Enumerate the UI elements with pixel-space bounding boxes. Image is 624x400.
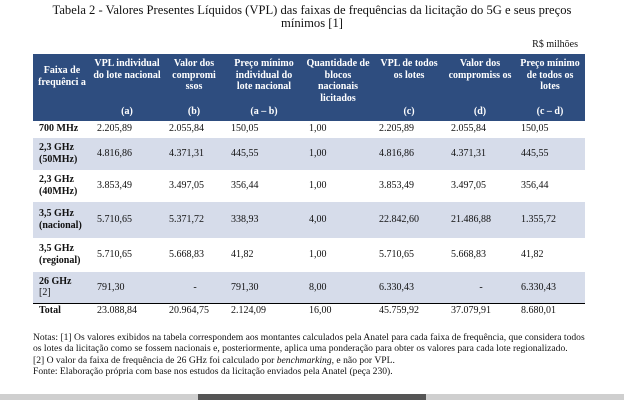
header-cell: Faixa de frequênci a bbox=[33, 54, 91, 106]
value-cell: 2.205,89 bbox=[91, 120, 163, 138]
header-code bbox=[33, 106, 91, 121]
value-cell: 5.710,65 bbox=[91, 201, 163, 238]
value-cell: 1,00 bbox=[303, 120, 373, 138]
value-cell: 5.371,72 bbox=[163, 201, 225, 238]
header-cell: Preço mínimo individual do lote nacional bbox=[225, 54, 303, 106]
value-cell: 3.853,49 bbox=[91, 169, 163, 202]
value-cell: 5.710,65 bbox=[91, 237, 163, 272]
value-cell: 41,82 bbox=[515, 237, 585, 272]
caption-line-2: mínimos [1] bbox=[281, 16, 343, 30]
value-cell: 2.055,84 bbox=[445, 120, 515, 138]
value-cell: 3.497,05 bbox=[163, 169, 225, 202]
value-cell: 22.842,60 bbox=[373, 201, 445, 238]
table-row: 2,3 GHz (50MHz) 4.816,86 4.371,31 445,55 … bbox=[33, 137, 585, 170]
value-cell: 6.330,43 bbox=[515, 271, 585, 304]
scroll-thumb[interactable] bbox=[198, 394, 426, 400]
source-note: Fonte: Elaboração própria com base nos e… bbox=[33, 365, 393, 377]
value-cell: 21.486,88 bbox=[445, 201, 515, 238]
table-row: 700 MHz 2.205,89 2.055,84 150,05 1,00 2.… bbox=[33, 120, 585, 138]
table-caption: Tabela 2 - Valores Presentes Líquidos (V… bbox=[0, 4, 624, 30]
header-cell: Preço mínimo de todos os lotes bbox=[515, 54, 585, 106]
band-cell: Total bbox=[33, 303, 91, 318]
value-cell: 1,00 bbox=[303, 237, 373, 272]
band-cell: 2,3 GHz (40MHz) bbox=[33, 169, 91, 202]
value-cell: 41,82 bbox=[225, 237, 303, 272]
value-cell: 1,00 bbox=[303, 169, 373, 202]
value-cell: 23.088,84 bbox=[91, 303, 163, 318]
header-code: (c) bbox=[373, 106, 445, 121]
value-cell: 8.680,01 bbox=[515, 303, 585, 318]
header-code: (a – b) bbox=[225, 106, 303, 121]
value-cell: 5.668,83 bbox=[445, 237, 515, 272]
value-cell: 4.371,31 bbox=[163, 137, 225, 170]
value-cell: 37.079,91 bbox=[445, 303, 515, 318]
value-cell: 4.371,31 bbox=[445, 137, 515, 170]
unit-label: R$ milhões bbox=[532, 39, 578, 50]
value-cell: 2.205,89 bbox=[373, 120, 445, 138]
value-cell: 16,00 bbox=[303, 303, 373, 318]
table-row: 26 GHz [2] 791,30 - 791,30 8,00 6.330,43 … bbox=[33, 271, 585, 304]
value-cell: 4.816,86 bbox=[91, 137, 163, 170]
value-cell: 445,55 bbox=[515, 137, 585, 170]
header-code bbox=[303, 106, 373, 121]
header-cell: VPL individual do lote nacional bbox=[91, 54, 163, 106]
table-notes: Notas: [1] Os valores exibidos na tabela… bbox=[33, 332, 593, 377]
header-cell: Valor dos compromiss os bbox=[445, 54, 515, 106]
value-cell: 5.710,65 bbox=[373, 237, 445, 272]
value-cell: 6.330,43 bbox=[373, 271, 445, 304]
header-row: Faixa de frequênci a VPL individual do l… bbox=[33, 54, 585, 106]
header-code-row: (a) (b) (a – b) (c) (d) (c – d) bbox=[33, 106, 585, 121]
value-cell: 2.124,09 bbox=[225, 303, 303, 318]
value-cell: - bbox=[163, 271, 225, 304]
table-row: 2,3 GHz (40MHz) 3.853,49 3.497,05 356,44 … bbox=[33, 169, 585, 202]
bottom-scroll-bar bbox=[0, 394, 624, 400]
value-cell: 5.668,83 bbox=[163, 237, 225, 272]
value-cell: 1,00 bbox=[303, 137, 373, 170]
note-2: [2] O valor da faixa de frequência de 26… bbox=[33, 354, 395, 366]
header-cell: Valor dos compromi ssos bbox=[163, 54, 225, 106]
vpl-table: Faixa de frequênci a VPL individual do l… bbox=[33, 54, 585, 318]
value-cell: - bbox=[445, 271, 515, 304]
band-cell: 700 MHz bbox=[33, 120, 91, 138]
table-row: 3,5 GHz (regional) 5.710,65 5.668,83 41,8… bbox=[33, 237, 585, 272]
header-code: (a) bbox=[91, 106, 163, 121]
value-cell: 4,00 bbox=[303, 201, 373, 238]
value-cell: 45.759,92 bbox=[373, 303, 445, 318]
header-cell: VPL de todos os lotes bbox=[373, 54, 445, 106]
value-cell: 791,30 bbox=[91, 271, 163, 304]
value-cell: 2.055,84 bbox=[163, 120, 225, 138]
value-cell: 3.853,49 bbox=[373, 169, 445, 202]
header-code: (d) bbox=[445, 106, 515, 121]
value-cell: 150,05 bbox=[515, 120, 585, 138]
value-cell: 150,05 bbox=[225, 120, 303, 138]
value-cell: 8,00 bbox=[303, 271, 373, 304]
total-row: Total 23.088,84 20.964,75 2.124,09 16,00… bbox=[33, 303, 585, 318]
band-cell: 26 GHz [2] bbox=[33, 271, 91, 304]
value-cell: 356,44 bbox=[515, 169, 585, 202]
value-cell: 1.355,72 bbox=[515, 201, 585, 238]
band-cell: 3,5 GHz (nacional) bbox=[33, 201, 91, 238]
header-code: (c – d) bbox=[515, 106, 585, 121]
band-cell: 2,3 GHz (50MHz) bbox=[33, 137, 91, 170]
note-1: Notas: [1] Os valores exibidos na tabela… bbox=[33, 332, 585, 355]
header-cell: Quantidade de blocos nacionais licitados bbox=[303, 54, 373, 106]
value-cell: 20.964,75 bbox=[163, 303, 225, 318]
value-cell: 3.497,05 bbox=[445, 169, 515, 202]
value-cell: 338,93 bbox=[225, 201, 303, 238]
caption-line-1: Tabela 2 - Valores Presentes Líquidos (V… bbox=[52, 3, 572, 17]
table-row: 3,5 GHz (nacional) 5.710,65 5.371,72 338,… bbox=[33, 201, 585, 238]
header-code: (b) bbox=[163, 106, 225, 121]
value-cell: 791,30 bbox=[225, 271, 303, 304]
value-cell: 4.816,86 bbox=[373, 137, 445, 170]
value-cell: 445,55 bbox=[225, 137, 303, 170]
band-cell: 3,5 GHz (regional) bbox=[33, 237, 91, 272]
value-cell: 356,44 bbox=[225, 169, 303, 202]
